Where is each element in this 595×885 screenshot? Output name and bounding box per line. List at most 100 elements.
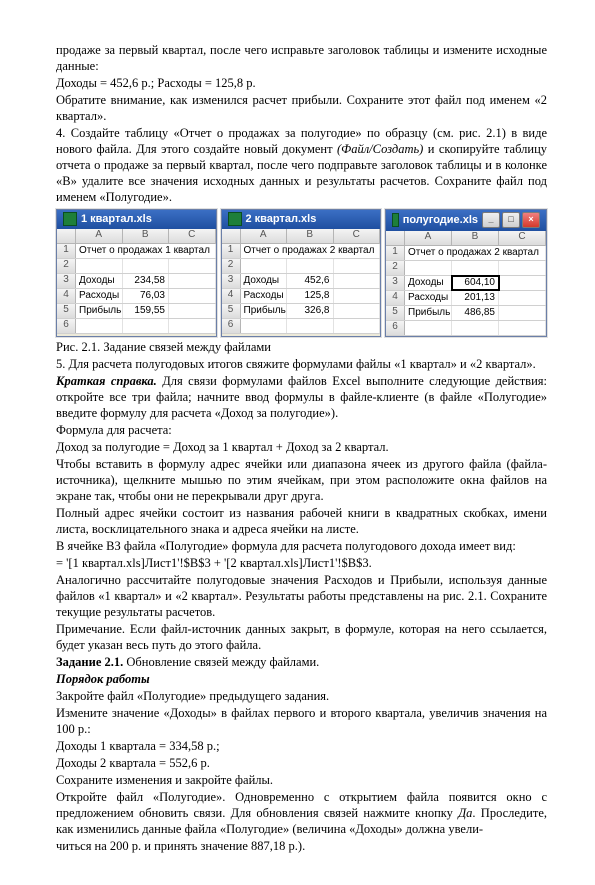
cell[interactable]	[241, 259, 288, 273]
paragraph: Измените значение «Доходы» в файлах перв…	[56, 705, 547, 737]
row-header[interactable]: 5	[57, 304, 76, 318]
col-header[interactable]: C	[499, 231, 546, 245]
table-row: 3Доходы604,10	[386, 276, 546, 291]
col-header[interactable]: B	[287, 229, 334, 243]
cell[interactable]: 76,03	[123, 289, 170, 303]
screenshot-row: 1 квартал.xls A B C 1Отчет о продажах 1 …	[56, 209, 547, 337]
cell[interactable]	[169, 289, 216, 303]
corner-cell[interactable]	[57, 229, 76, 243]
cell[interactable]	[169, 319, 216, 333]
row-header[interactable]: 2	[222, 259, 241, 273]
col-header[interactable]: A	[405, 231, 452, 245]
cell[interactable]	[123, 319, 170, 333]
col-header[interactable]: A	[76, 229, 123, 243]
table-row: 2	[222, 259, 381, 274]
paragraph: 4. Создайте таблицу «Отчет о продажах за…	[56, 125, 547, 205]
paragraph: Полный адрес ячейки состоит из названия …	[56, 505, 547, 537]
cell[interactable]	[169, 304, 216, 318]
cell[interactable]	[499, 291, 546, 305]
cell[interactable]	[76, 319, 123, 333]
row-header[interactable]: 6	[386, 321, 405, 335]
cell[interactable]: Прибыль	[76, 304, 123, 318]
cell[interactable]: Расходы	[405, 291, 452, 305]
row-header[interactable]: 4	[57, 289, 76, 303]
table-row: 6	[386, 321, 546, 336]
row-header[interactable]: 2	[386, 261, 405, 275]
maximize-button[interactable]: □	[502, 212, 520, 228]
cell[interactable]	[334, 289, 381, 303]
cell[interactable]: Расходы	[241, 289, 288, 303]
cell[interactable]	[334, 304, 381, 318]
paragraph: Чтобы вставить в формулу адрес ячейки ил…	[56, 456, 547, 504]
row-header[interactable]: 1	[386, 246, 405, 260]
cell[interactable]	[76, 259, 123, 273]
cell[interactable]	[334, 274, 381, 288]
close-button[interactable]: ×	[522, 212, 540, 228]
row-header[interactable]: 1	[222, 244, 241, 258]
table-row: 1Отчет о продажах 1 квартал	[57, 244, 216, 259]
cell[interactable]	[169, 259, 216, 273]
window-titlebar[interactable]: полугодие.xls _ □ ×	[386, 210, 546, 231]
cell[interactable]: Прибыль	[241, 304, 288, 318]
cell[interactable]: 452,6	[287, 274, 334, 288]
row-header[interactable]: 2	[57, 259, 76, 273]
cell[interactable]	[334, 259, 381, 273]
col-header[interactable]: C	[169, 229, 216, 243]
row-header[interactable]: 6	[57, 319, 76, 333]
cell[interactable]	[499, 261, 546, 275]
table-row: 1Отчет о продажах 2 квартал	[386, 246, 546, 261]
cell[interactable]: Доходы	[241, 274, 288, 288]
row-header[interactable]: 3	[57, 274, 76, 288]
cell[interactable]: Расходы	[76, 289, 123, 303]
cell[interactable]: 159,55	[123, 304, 170, 318]
table-row: 6	[222, 319, 381, 334]
row-header[interactable]: 3	[386, 276, 405, 290]
window-titlebar[interactable]: 1 квартал.xls	[57, 210, 216, 229]
cell[interactable]	[499, 321, 546, 335]
col-header[interactable]: A	[241, 229, 288, 243]
cell[interactable]: Отчет о продажах 1 квартал	[76, 244, 216, 258]
cell[interactable]: 125,8	[287, 289, 334, 303]
minimize-button[interactable]: _	[482, 212, 500, 228]
cell[interactable]	[452, 321, 499, 335]
cell[interactable]: 234,58	[123, 274, 170, 288]
window-titlebar[interactable]: 2 квартал.xls	[222, 210, 381, 229]
cell[interactable]	[499, 276, 546, 290]
cell[interactable]	[499, 306, 546, 320]
row-header[interactable]: 6	[222, 319, 241, 333]
workbook-window-q1: 1 квартал.xls A B C 1Отчет о продажах 1 …	[56, 209, 217, 337]
col-header[interactable]: B	[452, 231, 499, 245]
row-header[interactable]: 5	[222, 304, 241, 318]
col-header[interactable]: B	[123, 229, 170, 243]
cell[interactable]	[405, 261, 452, 275]
cell[interactable]	[452, 261, 499, 275]
cell[interactable]	[334, 319, 381, 333]
cell-selected[interactable]: 604,10	[452, 276, 499, 290]
cell[interactable]: Доходы	[76, 274, 123, 288]
cell[interactable]	[123, 259, 170, 273]
table-row: 4Расходы201,13	[386, 291, 546, 306]
row-header[interactable]: 5	[386, 306, 405, 320]
corner-cell[interactable]	[386, 231, 405, 245]
row-header[interactable]: 4	[222, 289, 241, 303]
row-header[interactable]: 1	[57, 244, 76, 258]
col-header[interactable]: C	[334, 229, 381, 243]
cell[interactable]: 326,8	[287, 304, 334, 318]
corner-cell[interactable]	[222, 229, 241, 243]
row-header[interactable]: 4	[386, 291, 405, 305]
cell[interactable]: Отчет о продажах 2 квартал	[405, 246, 546, 260]
cell[interactable]: 201,13	[452, 291, 499, 305]
figure-caption: Рис. 2.1. Задание связей между файлами	[56, 339, 547, 355]
cell[interactable]: 486,85	[452, 306, 499, 320]
table-row: 4Расходы125,8	[222, 289, 381, 304]
cell[interactable]	[241, 319, 288, 333]
cell[interactable]: Доходы	[405, 276, 452, 290]
cell[interactable]: Отчет о продажах 2 квартал	[241, 244, 381, 258]
cell[interactable]	[287, 319, 334, 333]
cell[interactable]: Прибыль	[405, 306, 452, 320]
cell[interactable]	[287, 259, 334, 273]
table-row: 3Доходы234,58	[57, 274, 216, 289]
cell[interactable]	[405, 321, 452, 335]
cell[interactable]	[169, 274, 216, 288]
row-header[interactable]: 3	[222, 274, 241, 288]
